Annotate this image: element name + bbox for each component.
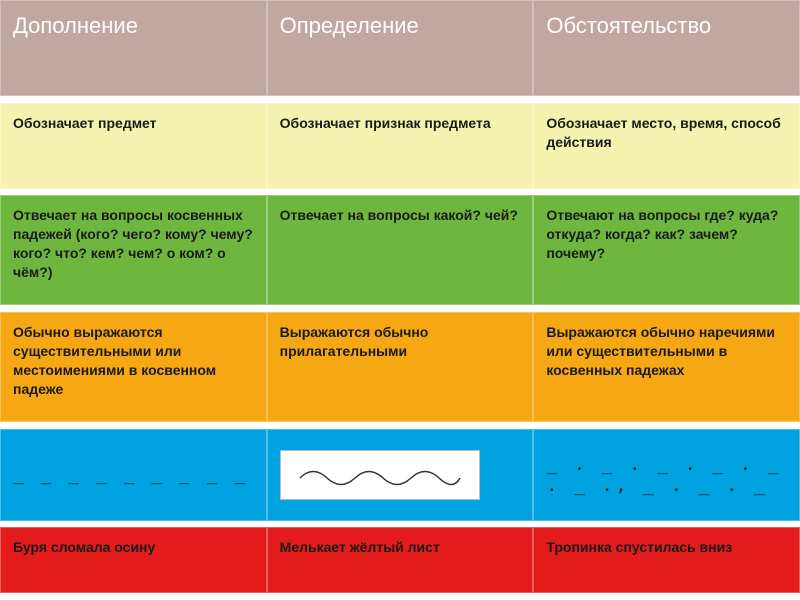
wavy-underline-box — [280, 450, 480, 500]
row2-col3: Отвечают на вопросы где? куда? откуда? к… — [533, 195, 800, 305]
grammar-table: Дополнение Определение Обстоятельство Об… — [0, 0, 800, 600]
dash-underline: _ _ _ _ _ _ _ _ _ — [13, 464, 248, 485]
row4-col2 — [267, 429, 534, 521]
row3-col1: Обычно выражаются существительными или м… — [0, 312, 267, 422]
row5-col2: Мелькает жёлтый лист — [267, 527, 534, 593]
row3-col2: Выражаются обычно прилагательными — [267, 312, 534, 422]
row1-col3: Обозначает место, время, способ действия — [533, 103, 800, 189]
row1-col1: Обозначает предмет — [0, 103, 267, 189]
row5-col1: Буря сломала осину — [0, 527, 267, 593]
dash-dot-underline: _ . _ . _ . _ . _ . _ ., _ . _ . _ — [546, 454, 787, 496]
row4-col1: _ _ _ _ _ _ _ _ _ — [0, 429, 267, 521]
header-col-3: Обстоятельство — [533, 0, 800, 96]
row4-col3: _ . _ . _ . _ . _ . _ ., _ . _ . _ — [533, 429, 800, 521]
wavy-underline-icon — [295, 460, 465, 490]
row3-col3: Выражаются обычно наречиями или существи… — [533, 312, 800, 422]
row1-col2: Обозначает признак предмета — [267, 103, 534, 189]
row2-col1: Отвечает на вопросы косвенных падежей (к… — [0, 195, 267, 305]
row5-col3: Тропинка спустилась вниз — [533, 527, 800, 593]
row2-col2: Отвечает на вопросы какой? чей? — [267, 195, 534, 305]
header-col-1: Дополнение — [0, 0, 267, 96]
header-col-2: Определение — [267, 0, 534, 96]
